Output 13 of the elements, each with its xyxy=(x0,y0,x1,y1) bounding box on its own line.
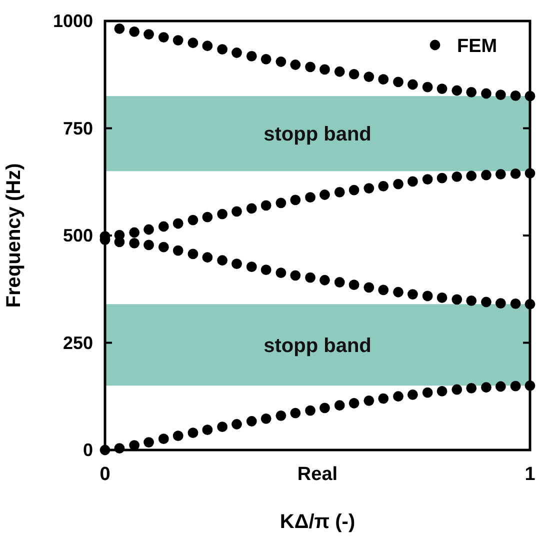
y-tick-label: 0 xyxy=(82,440,93,460)
y-tick-label: 250 xyxy=(62,332,93,353)
legend-label: FEM xyxy=(457,36,498,57)
band-label: stopp band xyxy=(264,124,372,146)
x-tick-label: Real xyxy=(297,464,338,485)
x-tick-label: 0 xyxy=(100,464,110,485)
band-label: stopp band xyxy=(264,334,372,357)
y-axis-title: Frequency (Hz) xyxy=(3,163,25,308)
y-tick-label: 750 xyxy=(62,118,93,138)
x-axis-title: KΔ/π (-) xyxy=(280,511,356,533)
y-tick-label: 500 xyxy=(62,226,93,246)
x-tick-label: 1 xyxy=(524,464,536,485)
y-tick-label: 1000 xyxy=(52,11,93,31)
